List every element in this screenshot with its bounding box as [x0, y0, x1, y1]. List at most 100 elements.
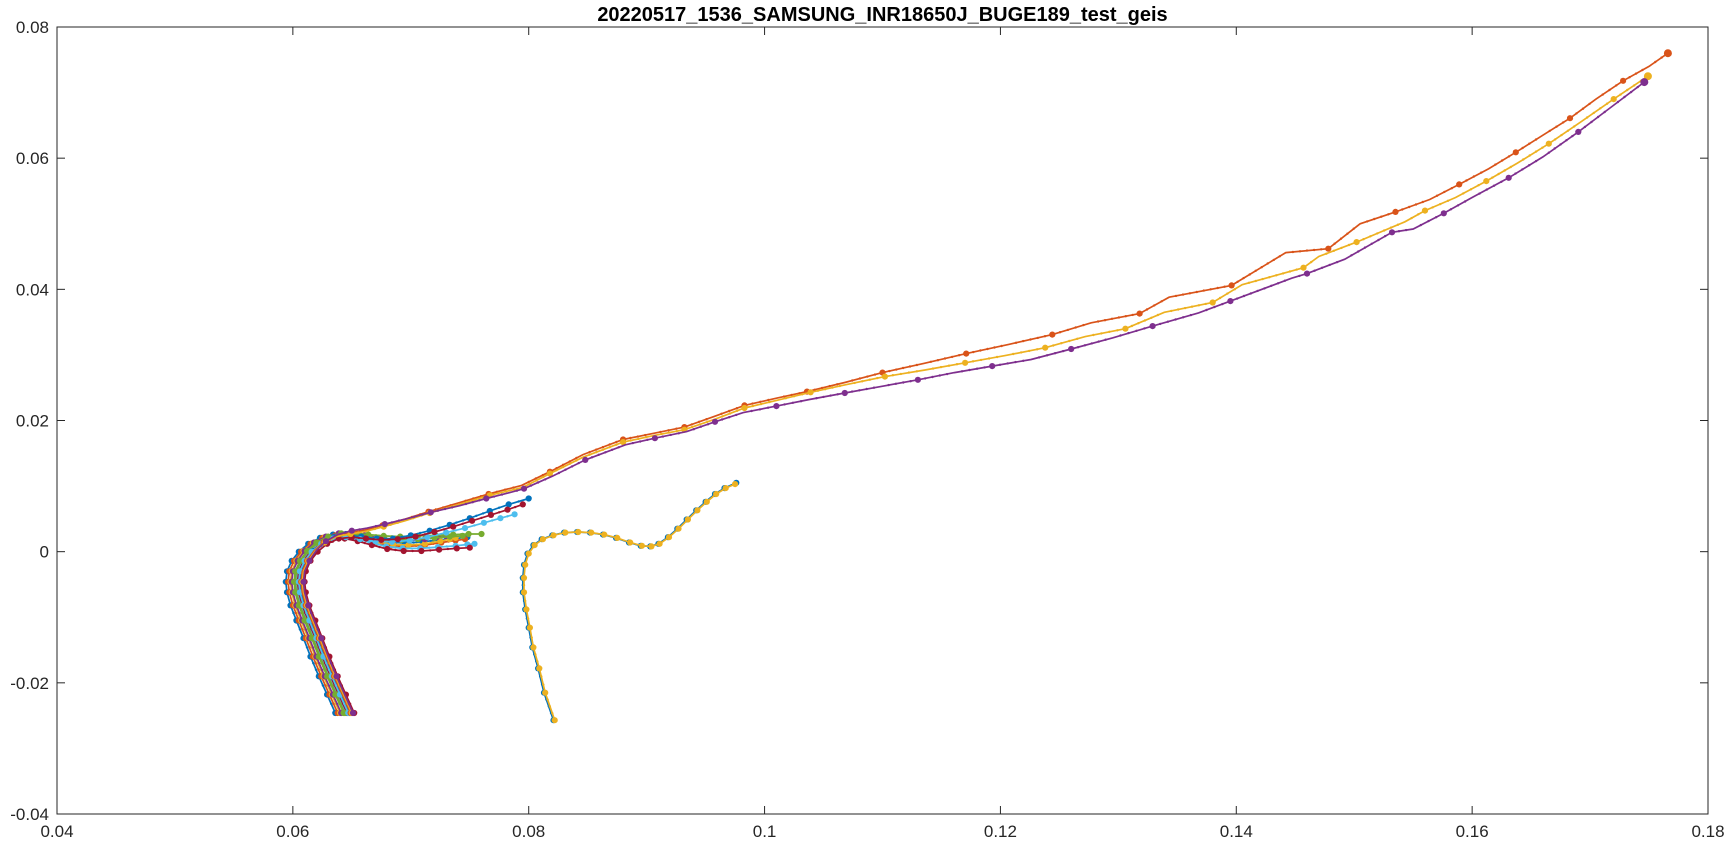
data-point-marker: [601, 531, 608, 538]
x-tick-label: 0.04: [40, 822, 73, 841]
data-point-marker: [519, 501, 526, 508]
sample-dot: [1226, 292, 1229, 295]
sample-dot: [1383, 229, 1386, 232]
y-tick-label: -0.02: [10, 674, 49, 693]
sample-dot: [321, 662, 324, 665]
sample-dot: [1387, 213, 1390, 216]
sample-dot: [822, 395, 825, 399]
data-point-marker: [520, 574, 528, 582]
sample-dot: [901, 366, 905, 370]
data-point-marker: [627, 539, 634, 546]
sample-dot: [1202, 289, 1206, 292]
sample-dot: [1596, 115, 1600, 119]
sample-dot: [938, 374, 941, 377]
sample-dot: [1195, 290, 1199, 294]
sample-dot: [1022, 359, 1025, 362]
sample-dot: [798, 392, 801, 395]
data-point-marker: [1388, 229, 1396, 236]
data-point-marker: [1325, 245, 1332, 252]
sample-dot: [1119, 334, 1122, 337]
sample-dot: [1233, 288, 1237, 291]
sample-dot: [498, 511, 501, 514]
sample-dot: [1092, 333, 1095, 337]
sample-dot: [1414, 203, 1418, 206]
sample-dot: [1616, 100, 1620, 104]
sample-dot: [1256, 289, 1259, 293]
data-point-marker: [582, 456, 589, 463]
sample-dot: [792, 395, 796, 398]
data-point-marker: [436, 546, 443, 553]
sample-dot: [461, 519, 465, 522]
sample-dot: [853, 381, 856, 385]
x-tick-label: 0.12: [984, 822, 1017, 841]
sample-dot: [317, 668, 320, 671]
sample-dot: [429, 549, 432, 552]
data-point-marker: [530, 644, 537, 651]
sample-dot: [1575, 112, 1578, 115]
data-point-marker: [525, 550, 532, 557]
sample-dot: [947, 364, 951, 367]
sample-dot: [575, 456, 578, 460]
sample-dot: [915, 370, 919, 373]
sample-dot: [1028, 349, 1031, 353]
sample-dot: [1528, 142, 1531, 145]
sample-dot: [608, 446, 611, 449]
sample-dot: [1566, 129, 1570, 132]
sample-dot: [617, 446, 620, 449]
sample-dot: [1313, 269, 1316, 272]
sample-dot: [831, 386, 834, 389]
sample-dot: [324, 684, 327, 687]
sample-dot: [305, 611, 308, 615]
sample-dot: [1014, 360, 1017, 364]
sample-dot: [902, 381, 905, 384]
data-point-marker: [318, 635, 325, 642]
sample-dot: [427, 546, 431, 549]
sample-dot: [415, 543, 418, 546]
data-point-marker: [523, 606, 530, 613]
sample-dot: [1295, 268, 1298, 271]
sample-dot: [308, 628, 311, 631]
sample-dot: [660, 432, 663, 436]
sample-dot: [931, 375, 934, 379]
data-point-marker: [989, 363, 996, 370]
sample-dot: [471, 501, 474, 504]
sample-dot: [557, 471, 561, 475]
data-point-marker: [1300, 264, 1307, 271]
sample-dot: [561, 463, 565, 466]
data-point-marker: [881, 373, 889, 380]
data-point-marker: [588, 529, 595, 536]
sample-dot: [1242, 294, 1246, 298]
sample-dot: [450, 506, 454, 509]
sample-dot: [876, 376, 879, 380]
sample-dot: [1145, 308, 1149, 311]
sample-dot: [473, 524, 476, 527]
sample-dot: [1548, 129, 1551, 133]
sample-dot: [1419, 223, 1423, 227]
sample-dot: [858, 389, 861, 392]
sample-dot: [1357, 250, 1360, 253]
sample-dot: [1534, 159, 1538, 163]
sample-dot: [1082, 323, 1085, 327]
sample-dot: [1320, 266, 1324, 269]
sample-dot: [331, 684, 334, 687]
sample-dot: [1183, 306, 1187, 310]
sample-dot: [378, 545, 381, 549]
sample-dot: [697, 420, 701, 423]
sample-dot: [1608, 88, 1611, 92]
data-point-marker: [1042, 344, 1049, 351]
sample-dot: [443, 507, 447, 511]
sample-dot: [1522, 158, 1525, 161]
series-line: [302, 81, 1645, 714]
sample-dot: [851, 379, 854, 382]
sample-dot: [828, 384, 831, 388]
sample-dot: [1052, 344, 1055, 347]
sample-dot: [958, 354, 961, 357]
sample-dot: [1370, 242, 1373, 245]
series-separate-scurve-yellow: [520, 481, 739, 724]
sample-dot: [1534, 150, 1538, 153]
sample-dot: [541, 473, 545, 477]
sample-dot: [1117, 316, 1121, 319]
data-point-marker: [459, 532, 466, 540]
